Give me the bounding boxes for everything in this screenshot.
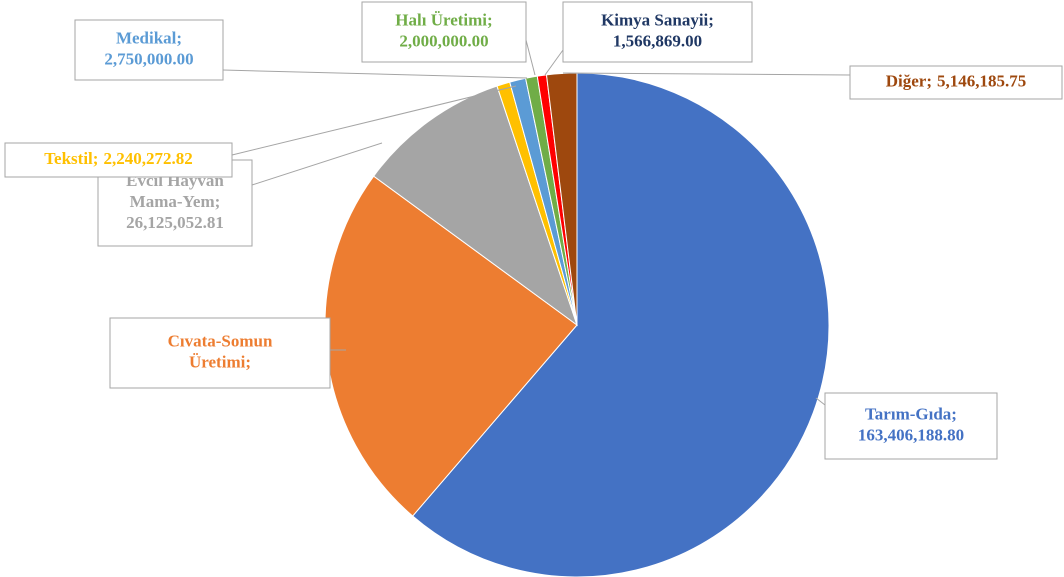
data-label-line: Kimya Sanayii; xyxy=(601,10,714,29)
value-label: 5,146,185.75 xyxy=(937,71,1026,90)
pie-slice xyxy=(411,72,830,577)
label-box xyxy=(109,317,331,389)
data-label: Kimya Sanayii; xyxy=(601,10,714,29)
data-label-line: Halı Üretimi; xyxy=(395,10,492,29)
data-label: Halı Üretimi; xyxy=(395,10,492,29)
leader-line xyxy=(544,49,564,76)
label-box xyxy=(824,392,998,460)
leader-line xyxy=(562,72,851,76)
value-label: 163,406,188.80 xyxy=(858,425,964,444)
data-label-line: Tekstil; xyxy=(44,149,98,168)
pie-slice xyxy=(372,85,578,327)
value-label: 26,125,052.81 xyxy=(126,213,224,232)
leader-line xyxy=(815,397,826,406)
label-box xyxy=(562,1,753,63)
data-label-line: Mama-Yem; xyxy=(130,192,221,211)
leader-line xyxy=(525,39,536,76)
leader-line xyxy=(231,85,517,156)
value-label: 2,750,000.00 xyxy=(104,49,193,68)
data-label-line: Diğer; xyxy=(886,71,932,90)
data-label: Medikal; xyxy=(116,28,182,47)
value-label: 2,000,000.00 xyxy=(399,31,488,50)
leader-line xyxy=(222,69,528,79)
data-label-line: Medikal; xyxy=(116,28,182,47)
label-box xyxy=(849,65,1063,100)
data-label-line: Üretimi; xyxy=(189,352,251,371)
value-label: 1,566,869.00 xyxy=(613,31,702,50)
data-label: Cıvata-Somun Üretimi; xyxy=(168,331,273,371)
label-box xyxy=(74,19,224,81)
data-label-line: Tarım-Gıda; xyxy=(865,404,957,423)
data-label-line: Cıvata-Somun xyxy=(168,331,273,350)
data-label: Tarım-Gıda; xyxy=(865,404,957,423)
value-label: 2,240,272.82 xyxy=(103,149,192,168)
label-box xyxy=(4,142,233,178)
leader-line xyxy=(251,142,383,186)
data-label: Diğer; 5,146,185.75 xyxy=(886,71,1027,90)
label-box xyxy=(361,1,527,63)
data-label: Tekstil; 2,240,272.82 xyxy=(44,149,192,168)
